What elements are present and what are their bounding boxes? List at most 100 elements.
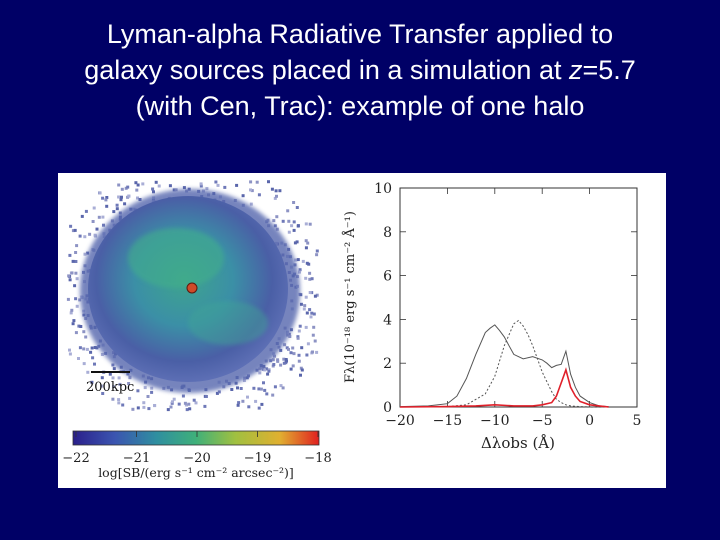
noise-pixel <box>292 201 296 204</box>
noise-pixel <box>91 220 95 223</box>
noise-pixel <box>101 392 105 395</box>
noise-pixel <box>304 325 308 329</box>
noise-pixel <box>68 352 72 356</box>
noise-pixel <box>67 274 71 278</box>
noise-pixel <box>266 372 270 376</box>
noise-pixel <box>92 206 96 210</box>
noise-pixel <box>284 358 288 361</box>
noise-pixel <box>249 180 253 184</box>
noise-pixel <box>296 335 300 339</box>
x-tick-label: −15 <box>433 413 463 429</box>
noise-pixel <box>128 396 132 400</box>
noise-pixel <box>136 406 140 410</box>
noise-pixel <box>299 293 303 297</box>
noise-pixel <box>177 402 181 406</box>
slide-title: Lyman-alpha Radiative Transfer applied t… <box>0 16 720 124</box>
noise-pixel <box>74 331 78 335</box>
noise-pixel <box>310 311 314 315</box>
noise-pixel <box>205 187 209 191</box>
noise-pixel <box>271 393 275 397</box>
noise-pixel <box>308 222 312 226</box>
noise-pixel <box>75 304 79 308</box>
noise-pixel <box>237 401 241 405</box>
noise-pixel <box>304 239 308 243</box>
figure-svg: 200kpc −22 −21 −20 −19 −18 log[SB/(erg s⁻¹ c… <box>62 180 641 480</box>
noise-pixel <box>86 370 90 374</box>
noise-pixel <box>283 343 287 347</box>
noise-pixel <box>310 291 314 295</box>
noise-pixel <box>298 324 302 328</box>
noise-pixel <box>306 342 310 346</box>
noise-pixel <box>276 359 280 363</box>
noise-pixel <box>282 357 286 361</box>
noise-pixel <box>302 307 306 311</box>
noise-pixel <box>82 347 86 351</box>
noise-pixel <box>127 194 131 198</box>
noise-pixel <box>279 348 283 352</box>
noise-pixel <box>90 346 94 350</box>
noise-pixel <box>297 353 301 357</box>
noise-pixel <box>95 227 99 231</box>
noise-pixel <box>181 394 185 398</box>
noise-pixel <box>312 325 316 329</box>
noise-pixel <box>273 196 277 200</box>
noise-pixel <box>315 350 319 354</box>
noise-pixel <box>68 253 72 257</box>
noise-pixel <box>146 395 150 398</box>
noise-pixel <box>313 339 317 343</box>
noise-pixel <box>83 235 87 239</box>
noise-pixel <box>217 390 221 394</box>
y-tick-label: 2 <box>383 356 392 372</box>
noise-pixel <box>123 202 127 206</box>
noise-pixel <box>68 278 72 282</box>
colorbar-tick-label: −19 <box>244 451 271 466</box>
noise-pixel <box>135 188 139 192</box>
noise-pixel <box>287 347 290 351</box>
noise-pixel <box>257 406 261 410</box>
noise-pixel <box>297 329 301 333</box>
noise-pixel <box>254 399 258 403</box>
noise-pixel <box>105 204 109 208</box>
noise-pixel <box>102 223 105 227</box>
noise-pixel <box>315 253 319 257</box>
noise-pixel <box>112 210 116 214</box>
noise-pixel <box>249 188 252 192</box>
noise-pixel <box>289 351 293 355</box>
noise-pixel <box>273 385 277 389</box>
noise-pixel <box>120 187 124 191</box>
noise-pixel <box>83 252 87 256</box>
noise-pixel <box>287 230 291 234</box>
noise-pixel <box>74 271 78 275</box>
noise-pixel <box>307 262 311 266</box>
noise-pixel <box>267 369 271 373</box>
noise-pixel <box>308 308 312 312</box>
noise-pixel <box>172 188 176 192</box>
noise-pixel <box>282 361 286 365</box>
noise-pixel <box>152 190 155 194</box>
noise-pixel <box>199 182 203 186</box>
colorbar-tick-label: −21 <box>123 451 150 466</box>
series-line-1 <box>399 324 609 408</box>
noise-pixel <box>82 362 86 366</box>
noise-pixel <box>100 384 104 388</box>
y-tick-label: 8 <box>383 225 392 241</box>
noise-pixel <box>276 358 280 362</box>
noise-pixel <box>77 324 81 328</box>
noise-pixel <box>112 385 116 389</box>
noise-pixel <box>73 284 77 288</box>
noise-pixel <box>93 362 96 366</box>
noise-pixel <box>121 403 125 407</box>
noise-pixel <box>105 196 109 199</box>
colorbar-tick-label: −20 <box>183 451 210 466</box>
title-redshift-value: =5.7 <box>582 55 636 85</box>
y-tick-label: 10 <box>374 181 392 197</box>
x-tick-label: −5 <box>532 413 553 429</box>
noise-pixel <box>89 350 93 354</box>
noise-pixel <box>242 379 246 382</box>
noise-pixel <box>142 405 146 409</box>
noise-pixel <box>279 384 283 388</box>
noise-pixel <box>79 325 83 328</box>
noise-pixel <box>74 251 78 254</box>
noise-pixel <box>172 397 176 401</box>
title-line-2: galaxy sources placed in a simulation at… <box>0 52 720 88</box>
